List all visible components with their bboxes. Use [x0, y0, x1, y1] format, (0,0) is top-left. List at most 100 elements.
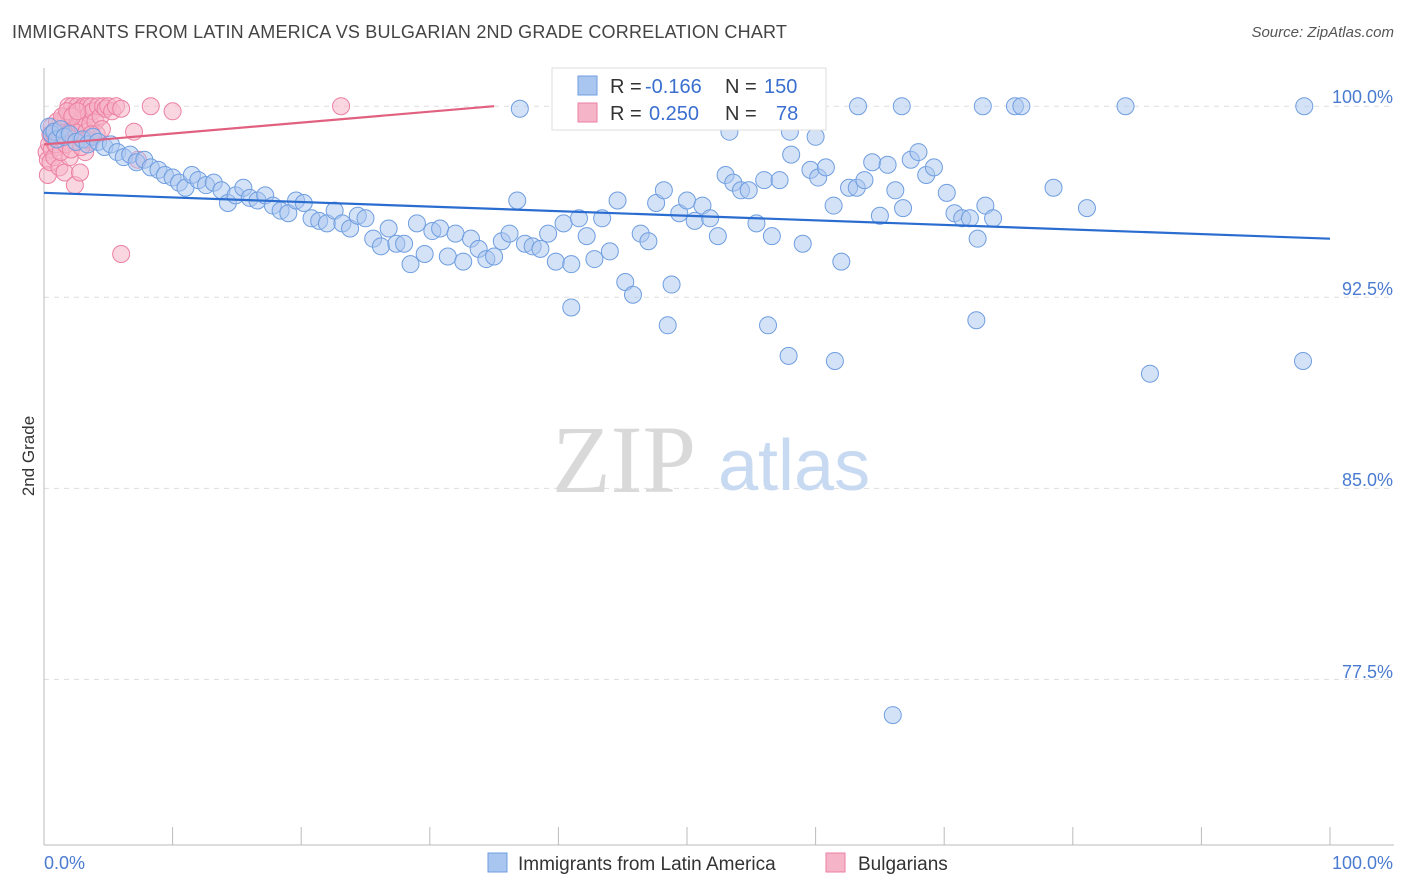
latin-america-point: [658, 316, 677, 335]
y-tick-label: 100.0%: [1332, 87, 1393, 107]
latin-america-point: [1012, 97, 1031, 116]
watermark: ZIP atlas: [552, 406, 870, 513]
latin-america-point: [356, 209, 375, 228]
bottom-legend-swatch-blue: [487, 852, 508, 873]
legend-n-value: 78: [776, 103, 798, 125]
legend-n-label: N =: [725, 103, 757, 125]
y-axis-title: 2nd Grade: [19, 416, 38, 496]
latin-america-point: [779, 346, 798, 365]
source-credit: Source: ZipAtlas.com: [1251, 24, 1394, 41]
series-latin-america-points: [40, 97, 1314, 725]
latin-america-point: [539, 224, 558, 243]
latin-america-point: [886, 181, 905, 200]
grid-lines: [44, 105, 1394, 680]
legend-r-label: R =: [610, 103, 642, 125]
bulgarians-point: [112, 99, 131, 118]
stats-legend-box: [551, 67, 827, 131]
latin-america-point: [984, 209, 1003, 228]
latin-america-point: [849, 97, 868, 116]
x-tick-label-min: 0.0%: [44, 853, 85, 873]
latin-america-point: [371, 237, 390, 256]
stats-legend: R = -0.166 N = 150 R = 0.250 N = 78: [551, 67, 827, 131]
latin-america-point: [1044, 178, 1063, 197]
latin-america-point: [892, 97, 911, 116]
latin-america-point: [759, 316, 778, 335]
legend-swatch-blue: [577, 75, 598, 96]
x-tick-label-max: 100.0%: [1332, 853, 1393, 873]
latin-america-point: [739, 181, 758, 200]
latin-america-point: [708, 227, 727, 246]
latin-america-point: [639, 232, 658, 251]
latin-america-point: [662, 275, 681, 294]
latin-america-point: [593, 209, 612, 228]
latin-america-point: [894, 199, 913, 218]
bottom-legend-swatch-pink: [825, 852, 846, 873]
legend-n-value: 150: [764, 76, 797, 98]
latin-america-point: [770, 171, 789, 190]
latin-america-point: [878, 155, 897, 174]
latin-america-point: [485, 247, 504, 266]
latin-america-point: [569, 209, 588, 228]
latin-america-point: [401, 255, 420, 274]
latin-america-point: [431, 219, 450, 238]
latin-america-point: [782, 145, 801, 164]
latin-america-point: [454, 252, 473, 271]
bulgarians-point: [112, 244, 131, 263]
latin-america-point: [883, 706, 902, 725]
latin-america-point: [924, 158, 943, 177]
latin-america-point: [407, 214, 426, 233]
latin-america-point: [762, 227, 781, 246]
latin-america-point: [438, 247, 457, 266]
latin-america-point: [415, 244, 434, 263]
latin-america-point: [832, 252, 851, 271]
bulgarians-point: [332, 97, 351, 116]
latin-america-point: [967, 311, 986, 330]
latin-america-point: [395, 234, 414, 253]
latin-america-point: [678, 191, 696, 210]
bulgarians-point: [163, 102, 182, 121]
latin-america-point: [816, 158, 835, 177]
bulgarians-point: [71, 163, 90, 182]
latin-america-point: [968, 229, 987, 248]
latin-america-point: [701, 209, 720, 228]
bottom-legend-label-bulgarians: Bulgarians: [858, 854, 948, 875]
latin-america-point: [909, 143, 928, 162]
bulgarians-point: [68, 102, 87, 121]
latin-america-point: [806, 127, 825, 146]
y-tick-label: 92.5%: [1342, 279, 1393, 299]
latin-america-point: [855, 171, 874, 190]
latin-america-point: [755, 171, 774, 190]
latin-america-point: [562, 255, 581, 274]
latin-america-point: [500, 224, 519, 243]
watermark-atlas: atlas: [718, 426, 870, 506]
latin-america-point: [623, 285, 642, 304]
trend-lines: [43, 105, 1331, 240]
latin-america-point: [1116, 97, 1135, 116]
latin-america-point: [824, 196, 843, 215]
latin-america-point: [554, 214, 573, 233]
legend-r-value: -0.166: [645, 76, 702, 98]
latin-america-point: [531, 239, 550, 258]
latin-america-point: [1295, 97, 1314, 116]
latin-america-point: [608, 191, 627, 210]
latin-america-point: [546, 252, 565, 271]
latin-america-point: [825, 351, 844, 370]
legend-r-label: R =: [610, 76, 642, 98]
axes: [43, 68, 1394, 846]
chart-title: IMMIGRANTS FROM LATIN AMERICA VS BULGARI…: [12, 22, 788, 42]
latin-america-point: [1140, 364, 1159, 383]
latin-america-point: [960, 209, 979, 228]
latin-america-point: [600, 242, 619, 261]
bulgarians-point: [141, 97, 160, 116]
latin-america-point: [562, 298, 581, 317]
latin-america-point: [1077, 199, 1096, 218]
y-tick-label: 85.0%: [1342, 470, 1393, 490]
latin-america-point: [585, 250, 604, 269]
latin-america-point: [937, 183, 956, 202]
y-tick-labels: 100.0% 92.5% 85.0% 77.5%: [1332, 87, 1393, 682]
latin-america-point: [863, 153, 882, 172]
legend-swatch-pink: [577, 102, 598, 123]
trend-line-latin-america: [43, 191, 1331, 240]
latin-america-point: [508, 191, 527, 210]
